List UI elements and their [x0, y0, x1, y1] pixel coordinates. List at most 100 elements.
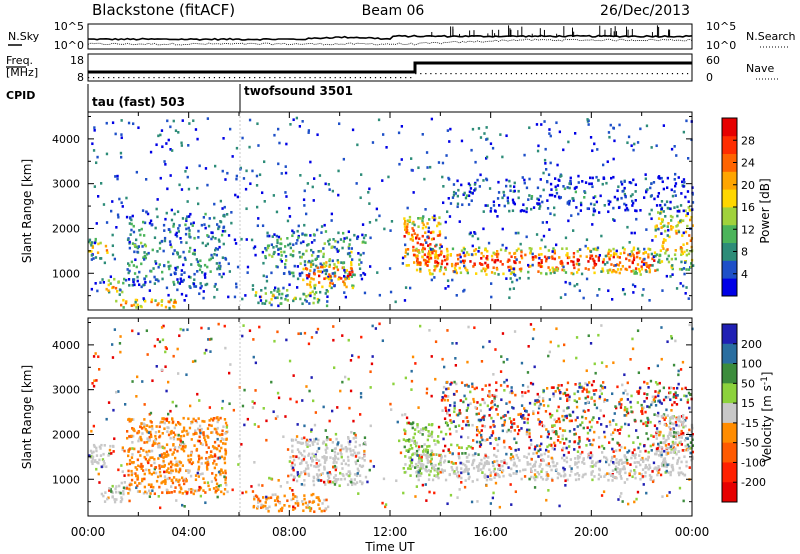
- velocity-cell: [326, 471, 329, 475]
- velocity-cell: [461, 452, 464, 455]
- velocity-cell: [607, 478, 610, 482]
- power-cell: [609, 254, 613, 257]
- power-cell: [682, 178, 686, 181]
- power-cell: [513, 251, 517, 255]
- power-cell: [193, 252, 196, 256]
- velocity-cell: [402, 467, 405, 470]
- velocity-cell: [161, 432, 164, 435]
- velocity-cell: [475, 433, 479, 437]
- power-cell: [356, 235, 360, 239]
- power-cell: [552, 268, 555, 271]
- power-cell: [623, 202, 626, 206]
- velocity-cell: [591, 443, 594, 447]
- velocity-cell: [425, 456, 429, 460]
- nave-dot: [390, 77, 392, 79]
- velocity-cell: [474, 452, 477, 455]
- power-cell: [675, 287, 679, 290]
- velocity-cell: [298, 450, 301, 454]
- velocity-cell: [489, 425, 492, 429]
- velocity-cell: [257, 501, 260, 504]
- velocity-cell: [327, 437, 330, 441]
- velocity-cell: [510, 503, 513, 506]
- velocity-cell: [305, 385, 308, 388]
- power-cell: [306, 182, 310, 185]
- power-cell: [320, 225, 324, 228]
- power-cell: [671, 273, 674, 276]
- velocity-cell: [417, 454, 421, 457]
- power-cell: [305, 267, 309, 271]
- velocity-cell: [313, 510, 316, 514]
- velocity-cell: [324, 507, 327, 510]
- power-cell: [404, 220, 407, 223]
- power-cell: [300, 255, 303, 259]
- velocity-cell: [98, 445, 102, 449]
- velocity-cell: [334, 454, 337, 458]
- power-cell: [676, 205, 679, 209]
- power-cell: [119, 151, 123, 155]
- velocity-cell: [217, 470, 221, 474]
- velocity-cell: [668, 425, 671, 429]
- velocity-cell: [464, 463, 467, 467]
- velocity-cell: [496, 404, 499, 408]
- power-cell: [687, 252, 691, 256]
- velocity-cell: [172, 451, 175, 454]
- nave-dot: [233, 77, 236, 79]
- velocity-cell: [578, 455, 581, 459]
- power-cell: [589, 250, 593, 253]
- velocity-cell: [147, 483, 151, 487]
- power-cell: [430, 237, 434, 241]
- power-cell: [525, 235, 528, 239]
- power-cell: [545, 272, 548, 275]
- velocity-cell: [341, 380, 344, 384]
- power-cell: [496, 250, 499, 253]
- nave-dot: [651, 73, 653, 75]
- velocity-cell: [452, 420, 455, 423]
- velocity-cell: [464, 452, 467, 455]
- velocity-cell: [223, 324, 226, 328]
- power-cell: [170, 245, 173, 249]
- power-cell: [178, 183, 181, 187]
- velocity-cell: [399, 451, 403, 455]
- velocity-cell: [127, 492, 130, 495]
- power-cell: [511, 280, 514, 284]
- power-cell: [244, 187, 248, 191]
- velocity-cell: [647, 386, 650, 389]
- velocity-cell: [500, 416, 503, 420]
- velocity-cell: [411, 453, 414, 457]
- power-cell: [122, 281, 125, 285]
- power-cell: [264, 292, 268, 295]
- power-cell: [607, 250, 610, 254]
- power-cell: [674, 194, 677, 197]
- power-cell: [628, 181, 631, 184]
- power-cell: [125, 215, 129, 219]
- nave-dot: [546, 73, 548, 75]
- power-cell: [580, 272, 584, 276]
- velocity-cell: [525, 410, 528, 413]
- velocity-cell: [328, 419, 331, 423]
- velocity-cell: [308, 439, 311, 443]
- velocity-cell: [312, 492, 315, 496]
- power-cell: [685, 214, 688, 217]
- power-cell: [292, 254, 295, 257]
- power-cell: [573, 284, 576, 288]
- velocity-cell: [639, 442, 642, 446]
- power-cell: [667, 260, 671, 264]
- power-cell: [650, 217, 653, 221]
- power-cell: [452, 193, 456, 197]
- velocity-cell: [461, 427, 464, 430]
- power-cell: [446, 210, 449, 214]
- power-cell: [264, 286, 267, 290]
- velocity-cell: [532, 410, 535, 413]
- power-cell: [501, 263, 504, 266]
- velocity-cell: [171, 453, 174, 456]
- velocity-cell: [199, 442, 203, 445]
- power-echoes: [88, 116, 695, 310]
- power-cell: [547, 256, 551, 260]
- velocity-cell: [578, 436, 581, 439]
- velocity-cell: [485, 455, 489, 459]
- velocity-cell: [469, 445, 473, 449]
- power-cell: [551, 255, 554, 259]
- power-cell: [153, 282, 157, 285]
- velocity-cell: [648, 466, 652, 470]
- power-cell: [199, 286, 202, 290]
